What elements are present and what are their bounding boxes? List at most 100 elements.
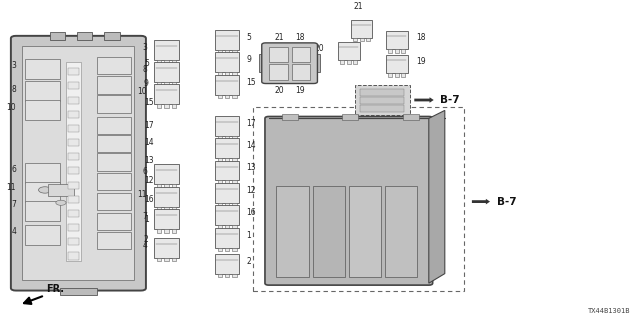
Bar bbox=[218, 274, 222, 277]
Bar bbox=[157, 184, 161, 188]
Bar bbox=[104, 32, 120, 40]
Text: 10: 10 bbox=[138, 87, 147, 96]
Bar bbox=[172, 229, 176, 233]
Bar bbox=[218, 95, 222, 98]
Text: 1: 1 bbox=[246, 231, 251, 240]
Text: 1: 1 bbox=[144, 215, 148, 224]
Text: 11: 11 bbox=[138, 190, 147, 199]
Text: 4: 4 bbox=[11, 228, 16, 236]
Bar bbox=[215, 228, 239, 248]
Bar bbox=[218, 158, 222, 162]
Bar bbox=[68, 139, 79, 146]
Bar bbox=[388, 49, 392, 52]
Bar bbox=[164, 104, 168, 108]
Text: 18: 18 bbox=[416, 33, 426, 42]
Text: 17: 17 bbox=[246, 119, 256, 128]
FancyBboxPatch shape bbox=[11, 36, 146, 291]
Bar bbox=[26, 100, 61, 120]
Bar bbox=[68, 252, 79, 260]
Bar bbox=[48, 184, 74, 196]
Bar bbox=[342, 114, 358, 120]
Bar bbox=[232, 50, 237, 53]
Bar bbox=[225, 180, 229, 184]
Text: 9: 9 bbox=[246, 55, 252, 64]
Bar bbox=[215, 161, 239, 180]
Text: 10: 10 bbox=[6, 103, 16, 112]
Bar bbox=[225, 274, 229, 277]
Bar bbox=[232, 225, 237, 229]
Text: 12: 12 bbox=[246, 186, 256, 195]
Text: 20: 20 bbox=[315, 44, 324, 53]
Bar bbox=[68, 153, 79, 160]
Bar bbox=[157, 60, 161, 63]
Bar bbox=[232, 158, 237, 162]
Bar bbox=[218, 203, 222, 206]
Bar bbox=[360, 105, 404, 112]
Bar bbox=[68, 97, 79, 104]
Bar bbox=[269, 47, 288, 62]
Text: 8: 8 bbox=[143, 65, 147, 74]
Bar bbox=[388, 73, 392, 76]
Circle shape bbox=[38, 187, 51, 193]
Polygon shape bbox=[429, 110, 445, 283]
Bar bbox=[97, 95, 131, 113]
Bar bbox=[225, 136, 229, 139]
Bar bbox=[154, 164, 179, 184]
Bar bbox=[259, 54, 267, 72]
Bar bbox=[232, 136, 237, 139]
Text: 3: 3 bbox=[11, 61, 16, 70]
Text: 3: 3 bbox=[142, 43, 147, 52]
Bar bbox=[385, 186, 417, 277]
Bar bbox=[276, 186, 309, 277]
Bar bbox=[68, 111, 79, 118]
Bar bbox=[395, 49, 399, 52]
Bar bbox=[164, 184, 168, 188]
Bar bbox=[215, 30, 239, 50]
FancyBboxPatch shape bbox=[265, 116, 433, 285]
Bar bbox=[218, 248, 222, 251]
Bar bbox=[232, 274, 237, 277]
Bar bbox=[26, 81, 61, 101]
Text: TX44B1301B: TX44B1301B bbox=[588, 308, 630, 314]
Bar bbox=[351, 20, 372, 38]
Bar bbox=[395, 73, 399, 76]
Text: 6: 6 bbox=[142, 167, 147, 176]
Bar bbox=[154, 238, 179, 258]
Bar bbox=[355, 85, 410, 115]
Text: 13: 13 bbox=[246, 164, 256, 172]
Bar bbox=[225, 50, 229, 53]
Bar bbox=[172, 104, 176, 108]
Text: 15: 15 bbox=[246, 78, 256, 87]
Bar bbox=[97, 134, 131, 152]
Bar bbox=[68, 238, 79, 245]
Text: 6: 6 bbox=[11, 165, 16, 174]
Bar bbox=[97, 116, 131, 134]
Bar bbox=[218, 136, 222, 139]
Bar bbox=[225, 248, 229, 251]
Text: 5: 5 bbox=[246, 33, 252, 42]
Bar bbox=[49, 32, 65, 40]
Bar bbox=[157, 229, 161, 233]
Bar bbox=[97, 232, 131, 250]
Text: 17: 17 bbox=[144, 121, 154, 130]
Bar bbox=[97, 57, 131, 74]
Bar bbox=[172, 207, 176, 210]
Bar bbox=[386, 31, 408, 49]
Bar bbox=[157, 104, 161, 108]
Text: 14: 14 bbox=[144, 138, 154, 147]
Text: 19: 19 bbox=[295, 86, 305, 95]
Text: 21: 21 bbox=[354, 2, 363, 11]
Bar bbox=[97, 154, 131, 171]
Bar bbox=[68, 68, 79, 75]
Text: 7: 7 bbox=[142, 212, 147, 221]
Bar bbox=[215, 183, 239, 203]
Bar bbox=[68, 83, 79, 90]
Bar bbox=[366, 38, 370, 41]
Text: FR.: FR. bbox=[46, 284, 64, 294]
Bar bbox=[353, 60, 357, 64]
Text: 9: 9 bbox=[144, 79, 149, 88]
Text: 15: 15 bbox=[144, 98, 154, 107]
Bar bbox=[253, 107, 464, 291]
Bar bbox=[66, 62, 81, 261]
Bar bbox=[360, 38, 364, 41]
